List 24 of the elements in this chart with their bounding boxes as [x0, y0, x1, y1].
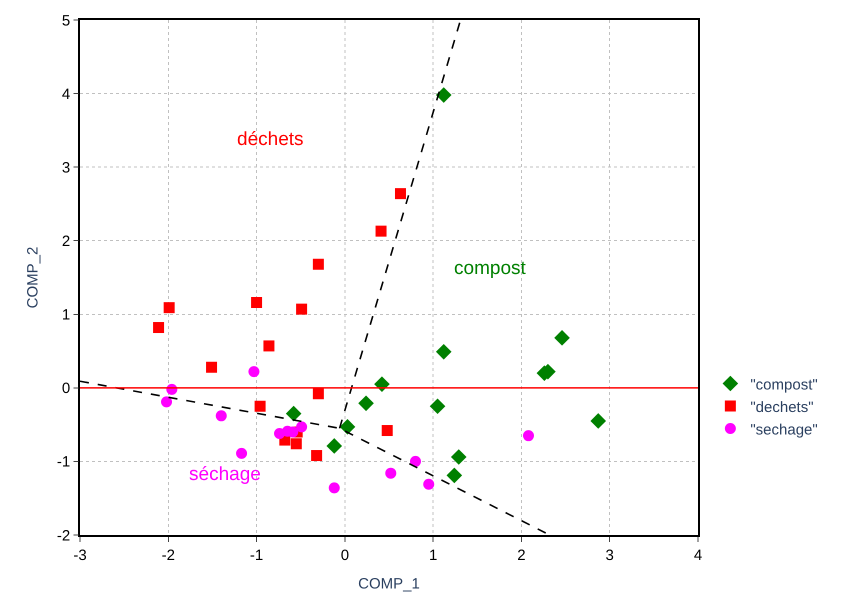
x-tick-label: -3: [73, 546, 87, 564]
x-tick-label: 2: [517, 546, 526, 564]
x-tick-label: 0: [340, 546, 350, 564]
y-tick-label: 3: [62, 159, 70, 176]
y-tick-label: 4: [62, 86, 70, 103]
x-tick-label: -2: [162, 546, 175, 564]
y-tick-label: 0: [62, 380, 70, 398]
legend-label: "dechets": [750, 398, 814, 416]
annotation: compost: [454, 258, 527, 279]
y-axis-title: COMP_2: [24, 246, 42, 308]
annotation: déchets: [237, 129, 304, 150]
legend-label: "compost": [750, 376, 818, 394]
legend-label: "sechage": [750, 421, 818, 438]
x-tick-label: -1: [250, 546, 264, 564]
y-tick-label: 1: [62, 306, 70, 324]
x-tick-label: 3: [606, 546, 614, 564]
y-tick-label: 5: [62, 12, 70, 30]
x-tick-label: 1: [428, 546, 438, 564]
x-axis-title: COMP_1: [358, 575, 420, 592]
x-tick-label: 4: [694, 546, 702, 564]
annotation: séchage: [189, 464, 261, 485]
y-tick-label: -2: [56, 527, 70, 544]
y-tick-label: -1: [56, 454, 70, 471]
y-tick-label: 2: [62, 232, 70, 250]
